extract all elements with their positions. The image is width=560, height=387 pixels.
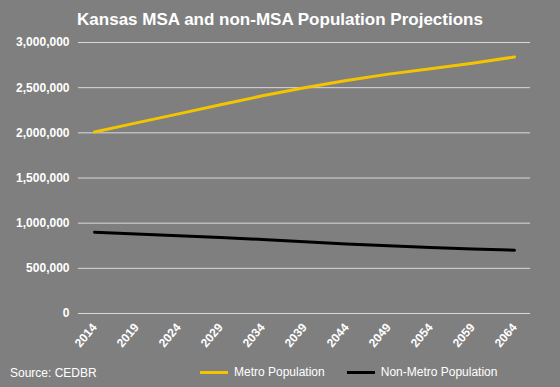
svg-text:2,000,000: 2,000,000 [16, 126, 70, 140]
svg-text:1,000,000: 1,000,000 [16, 216, 70, 230]
svg-text:2024: 2024 [156, 320, 184, 350]
svg-text:1,500,000: 1,500,000 [16, 171, 70, 185]
svg-text:2029: 2029 [198, 320, 226, 350]
html-text:Non-Metro Population: Non-Metro Population [380, 365, 498, 379]
svg-text:2014: 2014 [72, 320, 100, 350]
svg-text:2049: 2049 [366, 320, 394, 350]
svg-text:2034: 2034 [240, 320, 268, 350]
svg-text:500,000: 500,000 [26, 261, 70, 275]
svg-text:2054: 2054 [408, 320, 436, 350]
html-text:Kansas MSA and non-MSA Populat: Kansas MSA and non-MSA Population Projec… [77, 10, 483, 29]
svg-text:3,000,000: 3,000,000 [16, 35, 70, 49]
svg-text:2059: 2059 [450, 320, 478, 350]
svg-text:2039: 2039 [282, 320, 310, 350]
svg-text:2044: 2044 [324, 320, 352, 350]
svg-text:2,500,000: 2,500,000 [16, 81, 70, 95]
svg-text:2064: 2064 [492, 320, 520, 350]
html-text:Metro Population: Metro Population [234, 365, 325, 379]
svg-text:2019: 2019 [114, 320, 142, 350]
svg-text:0: 0 [63, 306, 70, 320]
html-text:Source: CEDBR: Source: CEDBR [10, 366, 97, 380]
